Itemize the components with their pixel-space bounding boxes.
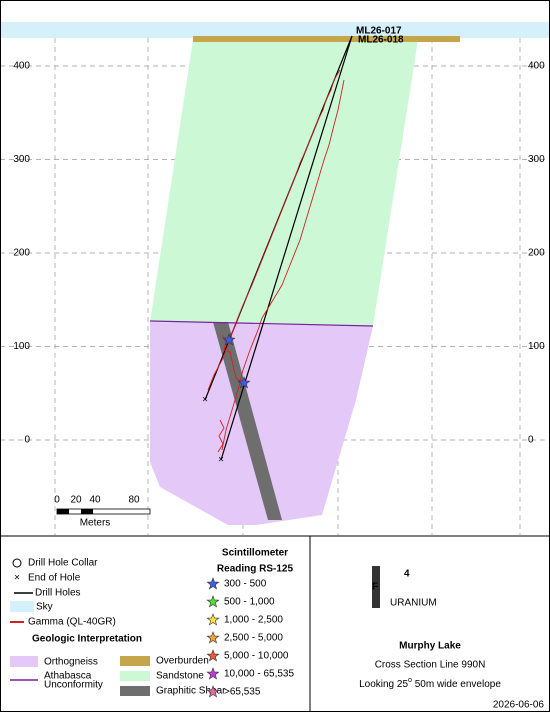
date: 2026-06-06 bbox=[493, 700, 545, 711]
legend-label: 500 - 1,000 bbox=[224, 597, 275, 608]
scint-star bbox=[206, 577, 220, 590]
legend-label: 5,000 - 10,000 bbox=[224, 651, 289, 662]
legend-label: Sky bbox=[36, 602, 53, 613]
section-map: × × ML26-017 ML26-018 0 20 40 80 Meters … bbox=[0, 22, 550, 535]
legend-label: 2,500 - 5,000 bbox=[224, 633, 283, 644]
logo-mark: F bbox=[372, 582, 378, 593]
sandstone-swatch bbox=[120, 671, 150, 681]
end-of-hole: × bbox=[202, 395, 208, 406]
legend-label: Drill Holes bbox=[35, 588, 81, 599]
elevation-label: 0 bbox=[24, 435, 30, 446]
degree: o bbox=[408, 677, 412, 684]
scale-bar: 0 20 40 80 Meters bbox=[54, 495, 151, 529]
section-title: Cross Section Line 990N bbox=[375, 660, 486, 671]
scale-segment bbox=[81, 509, 93, 514]
scale-label: 80 bbox=[128, 495, 140, 506]
scale-label: 0 bbox=[54, 495, 60, 506]
elevation-label: 200 bbox=[13, 248, 30, 259]
graphitic-shear bbox=[213, 322, 282, 520]
gamma-log bbox=[221, 79, 345, 451]
elevation-label: 100 bbox=[13, 341, 30, 352]
legend-label: 300 - 500 bbox=[224, 579, 267, 590]
view-note: Looking 25o 50m wide envelope bbox=[359, 677, 501, 690]
collar-symbol bbox=[12, 558, 22, 568]
elevation-label: 100 bbox=[528, 341, 545, 352]
scint-star bbox=[206, 595, 220, 608]
hole-label: ML26-018 bbox=[358, 35, 404, 46]
legend-label: 1,000 - 2,500 bbox=[224, 615, 283, 626]
view-text: 50m wide envelope bbox=[412, 679, 501, 690]
scint-star bbox=[206, 667, 220, 680]
scint-star bbox=[206, 631, 220, 644]
legend-label: Unconformity bbox=[44, 680, 103, 691]
scale-label: 40 bbox=[89, 495, 101, 506]
legend-label: >65,535 bbox=[224, 687, 261, 698]
sandstone bbox=[150, 40, 418, 326]
logo-word: URANIUM bbox=[390, 598, 437, 609]
scintillometer-legend: Scintillometer Reading RS-125 300 - 500 5… bbox=[206, 548, 294, 698]
legend-label: Athabasca bbox=[44, 671, 92, 682]
overburden-swatch bbox=[120, 656, 150, 666]
logo: F 4 URANIUM bbox=[372, 566, 437, 609]
legend-label: Gamma (QL-40GR) bbox=[28, 617, 116, 628]
elevation-label: 200 bbox=[528, 248, 545, 259]
legend-heading: Geologic Interpretation bbox=[32, 634, 142, 645]
legend-label: Drill Hole Collar bbox=[28, 558, 98, 569]
drill-hole bbox=[220, 35, 353, 461]
legend-heading: Scintillometer bbox=[222, 548, 288, 559]
scale-label: 20 bbox=[70, 495, 82, 506]
project-title: Murphy Lake bbox=[399, 641, 461, 652]
logo-bar bbox=[372, 566, 380, 608]
legend-label: Graphitic Shear bbox=[156, 686, 226, 697]
scint-star bbox=[206, 649, 220, 662]
scale-unit: Meters bbox=[80, 518, 111, 529]
gamma-log bbox=[221, 334, 245, 385]
elevation-label: 300 bbox=[13, 154, 30, 165]
end-symbol: × bbox=[14, 573, 20, 584]
overburden bbox=[193, 36, 460, 42]
gamma-log bbox=[207, 69, 341, 391]
legend-label: Sandstone bbox=[156, 671, 204, 682]
hole-label: ML26-017 bbox=[356, 26, 402, 37]
legend-label: Orthogneiss bbox=[44, 657, 98, 668]
orthogneiss-swatch bbox=[10, 656, 38, 667]
elevation-label: 400 bbox=[528, 61, 545, 72]
scale-segment bbox=[57, 509, 69, 514]
elevation-label: 400 bbox=[13, 61, 30, 72]
unconformity bbox=[149, 320, 374, 327]
legend: Drill Hole Collar × End of Hole Drill Ho… bbox=[10, 558, 226, 697]
legend-label: End of Hole bbox=[28, 573, 81, 584]
scale-segment bbox=[56, 508, 151, 515]
scint-star bbox=[206, 613, 220, 626]
legend-label: Overburden bbox=[156, 656, 209, 667]
elevation-label: 0 bbox=[528, 435, 534, 446]
orthogneiss bbox=[150, 322, 373, 525]
sky-swatch bbox=[10, 601, 34, 612]
elevation-label: 300 bbox=[528, 154, 545, 165]
legend-label: 10,000 - 65,535 bbox=[224, 669, 294, 680]
view-text: Looking 25 bbox=[359, 679, 408, 690]
end-of-hole: × bbox=[218, 455, 224, 466]
sky bbox=[0, 22, 550, 38]
logo-number: 4 bbox=[404, 569, 410, 580]
gamma-log bbox=[217, 419, 225, 453]
legend-heading: Reading RS-125 bbox=[217, 564, 294, 575]
shear-swatch bbox=[120, 686, 150, 696]
